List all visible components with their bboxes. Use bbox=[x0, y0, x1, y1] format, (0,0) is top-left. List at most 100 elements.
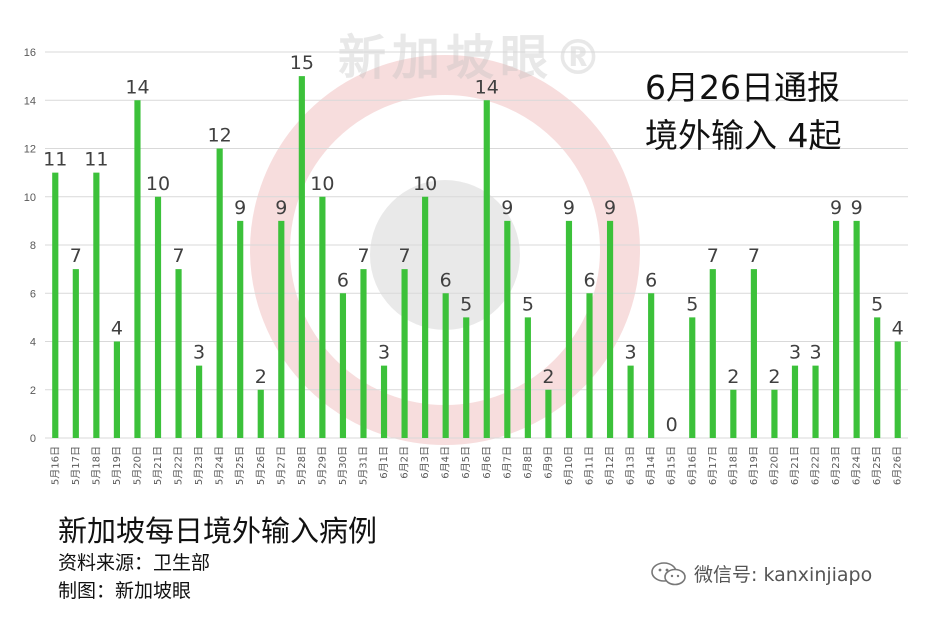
x-tick-label: 6月6日 bbox=[481, 446, 493, 479]
data-label: 3 bbox=[193, 342, 205, 364]
y-tick-label: 8 bbox=[30, 240, 36, 252]
bar bbox=[771, 389, 778, 438]
bar bbox=[606, 220, 614, 438]
bar bbox=[648, 293, 655, 438]
x-tick-label: 6月26日 bbox=[892, 446, 904, 485]
x-tick-label: 5月26日 bbox=[255, 446, 267, 485]
data-label: 5 bbox=[522, 293, 534, 315]
caption-title: 新加坡每日境外输入病例 bbox=[58, 514, 378, 548]
bar bbox=[196, 365, 203, 438]
x-tick-label: 6月12日 bbox=[604, 446, 616, 485]
bar bbox=[257, 389, 264, 438]
data-label: 12 bbox=[208, 125, 232, 147]
x-tick-label: 6月16日 bbox=[686, 446, 698, 485]
bar bbox=[833, 220, 840, 438]
bar bbox=[853, 220, 860, 438]
bar bbox=[791, 365, 799, 438]
caption-source: 资料来源：卫生部 bbox=[58, 552, 211, 574]
data-label: 6 bbox=[583, 269, 595, 291]
bar bbox=[524, 317, 531, 438]
x-tick-label: 6月21日 bbox=[789, 446, 801, 485]
x-tick-label: 6月19日 bbox=[748, 446, 760, 485]
bar bbox=[154, 196, 162, 438]
data-label: 10 bbox=[310, 173, 334, 195]
watermark-brand-text: 新加坡眼® bbox=[338, 30, 609, 86]
data-label: 9 bbox=[275, 197, 287, 219]
bar bbox=[689, 317, 696, 438]
data-label: 7 bbox=[399, 245, 411, 267]
x-tick-label: 5月28日 bbox=[296, 446, 308, 485]
bar bbox=[750, 269, 757, 438]
data-label: 11 bbox=[84, 149, 108, 171]
data-label: 6 bbox=[440, 269, 452, 291]
data-label: 3 bbox=[378, 342, 390, 364]
data-label: 11 bbox=[43, 149, 67, 171]
bar bbox=[319, 196, 326, 438]
data-label: 14 bbox=[125, 76, 149, 98]
bar bbox=[134, 100, 141, 438]
bar bbox=[442, 293, 449, 438]
bar bbox=[339, 293, 347, 438]
data-label: 9 bbox=[851, 197, 863, 219]
x-tick-label: 6月3日 bbox=[419, 446, 431, 479]
x-tick-label: 6月22日 bbox=[810, 446, 822, 485]
x-tick-label: 6月18日 bbox=[727, 446, 739, 485]
bar bbox=[360, 269, 367, 438]
bar bbox=[237, 220, 244, 438]
data-label: 0 bbox=[666, 414, 678, 436]
y-tick-label: 6 bbox=[30, 288, 36, 300]
bar bbox=[298, 76, 305, 438]
bar bbox=[812, 365, 819, 438]
x-tick-label: 6月17日 bbox=[707, 446, 719, 485]
x-tick-label: 5月16日 bbox=[49, 446, 61, 485]
y-tick-label: 14 bbox=[24, 95, 36, 107]
headline: 6月26日通报 境外输入 4起 bbox=[645, 64, 842, 160]
x-tick-label: 6月9日 bbox=[542, 446, 554, 479]
x-tick-label: 6月25日 bbox=[871, 446, 883, 485]
wechat-badge: 微信号: kanxinjiapo bbox=[650, 560, 872, 587]
data-label: 3 bbox=[809, 342, 821, 364]
data-label: 7 bbox=[70, 245, 82, 267]
data-label: 4 bbox=[892, 318, 904, 340]
x-tick-label: 6月10日 bbox=[563, 446, 575, 485]
x-tick-label: 5月22日 bbox=[173, 446, 185, 485]
x-tick-label: 6月24日 bbox=[851, 446, 863, 485]
x-tick-label: 5月27日 bbox=[275, 446, 287, 485]
x-tick-label: 6月15日 bbox=[666, 446, 678, 485]
data-label: 2 bbox=[542, 366, 554, 388]
data-label: 5 bbox=[871, 293, 883, 315]
data-label: 7 bbox=[173, 245, 185, 267]
data-label: 3 bbox=[625, 342, 637, 364]
y-tick-label: 10 bbox=[24, 192, 36, 204]
data-label: 2 bbox=[255, 366, 267, 388]
x-tick-label: 5月18日 bbox=[90, 446, 102, 485]
data-label: 10 bbox=[413, 173, 437, 195]
x-tick-label: 6月14日 bbox=[645, 446, 657, 485]
data-label: 7 bbox=[707, 245, 719, 267]
x-tick-label: 6月7日 bbox=[501, 446, 513, 479]
headline-line2: 境外输入 4起 bbox=[645, 116, 842, 155]
x-tick-label: 6月4日 bbox=[440, 446, 452, 479]
bar bbox=[52, 172, 59, 438]
x-tick-label: 5月31日 bbox=[357, 446, 369, 485]
bar bbox=[709, 269, 716, 438]
wechat-icon bbox=[651, 561, 686, 585]
data-label: 15 bbox=[290, 52, 314, 74]
data-label: 10 bbox=[146, 173, 170, 195]
data-label: 2 bbox=[768, 366, 780, 388]
x-tick-label: 6月5日 bbox=[460, 446, 472, 479]
data-label: 9 bbox=[234, 197, 246, 219]
x-tick-label: 6月23日 bbox=[830, 446, 842, 485]
data-label: 7 bbox=[748, 245, 760, 267]
y-tick-label: 16 bbox=[24, 47, 36, 59]
bar bbox=[586, 293, 593, 438]
x-tick-label: 5月19日 bbox=[111, 446, 123, 485]
x-tick-label: 5月29日 bbox=[316, 446, 328, 485]
x-tick-label: 5月20日 bbox=[131, 446, 143, 485]
x-tick-label: 6月2日 bbox=[399, 446, 411, 479]
x-tick-label: 6月20日 bbox=[768, 446, 780, 485]
bar bbox=[401, 269, 408, 438]
bar bbox=[483, 100, 490, 438]
x-tick-label: 6月8日 bbox=[522, 446, 534, 479]
